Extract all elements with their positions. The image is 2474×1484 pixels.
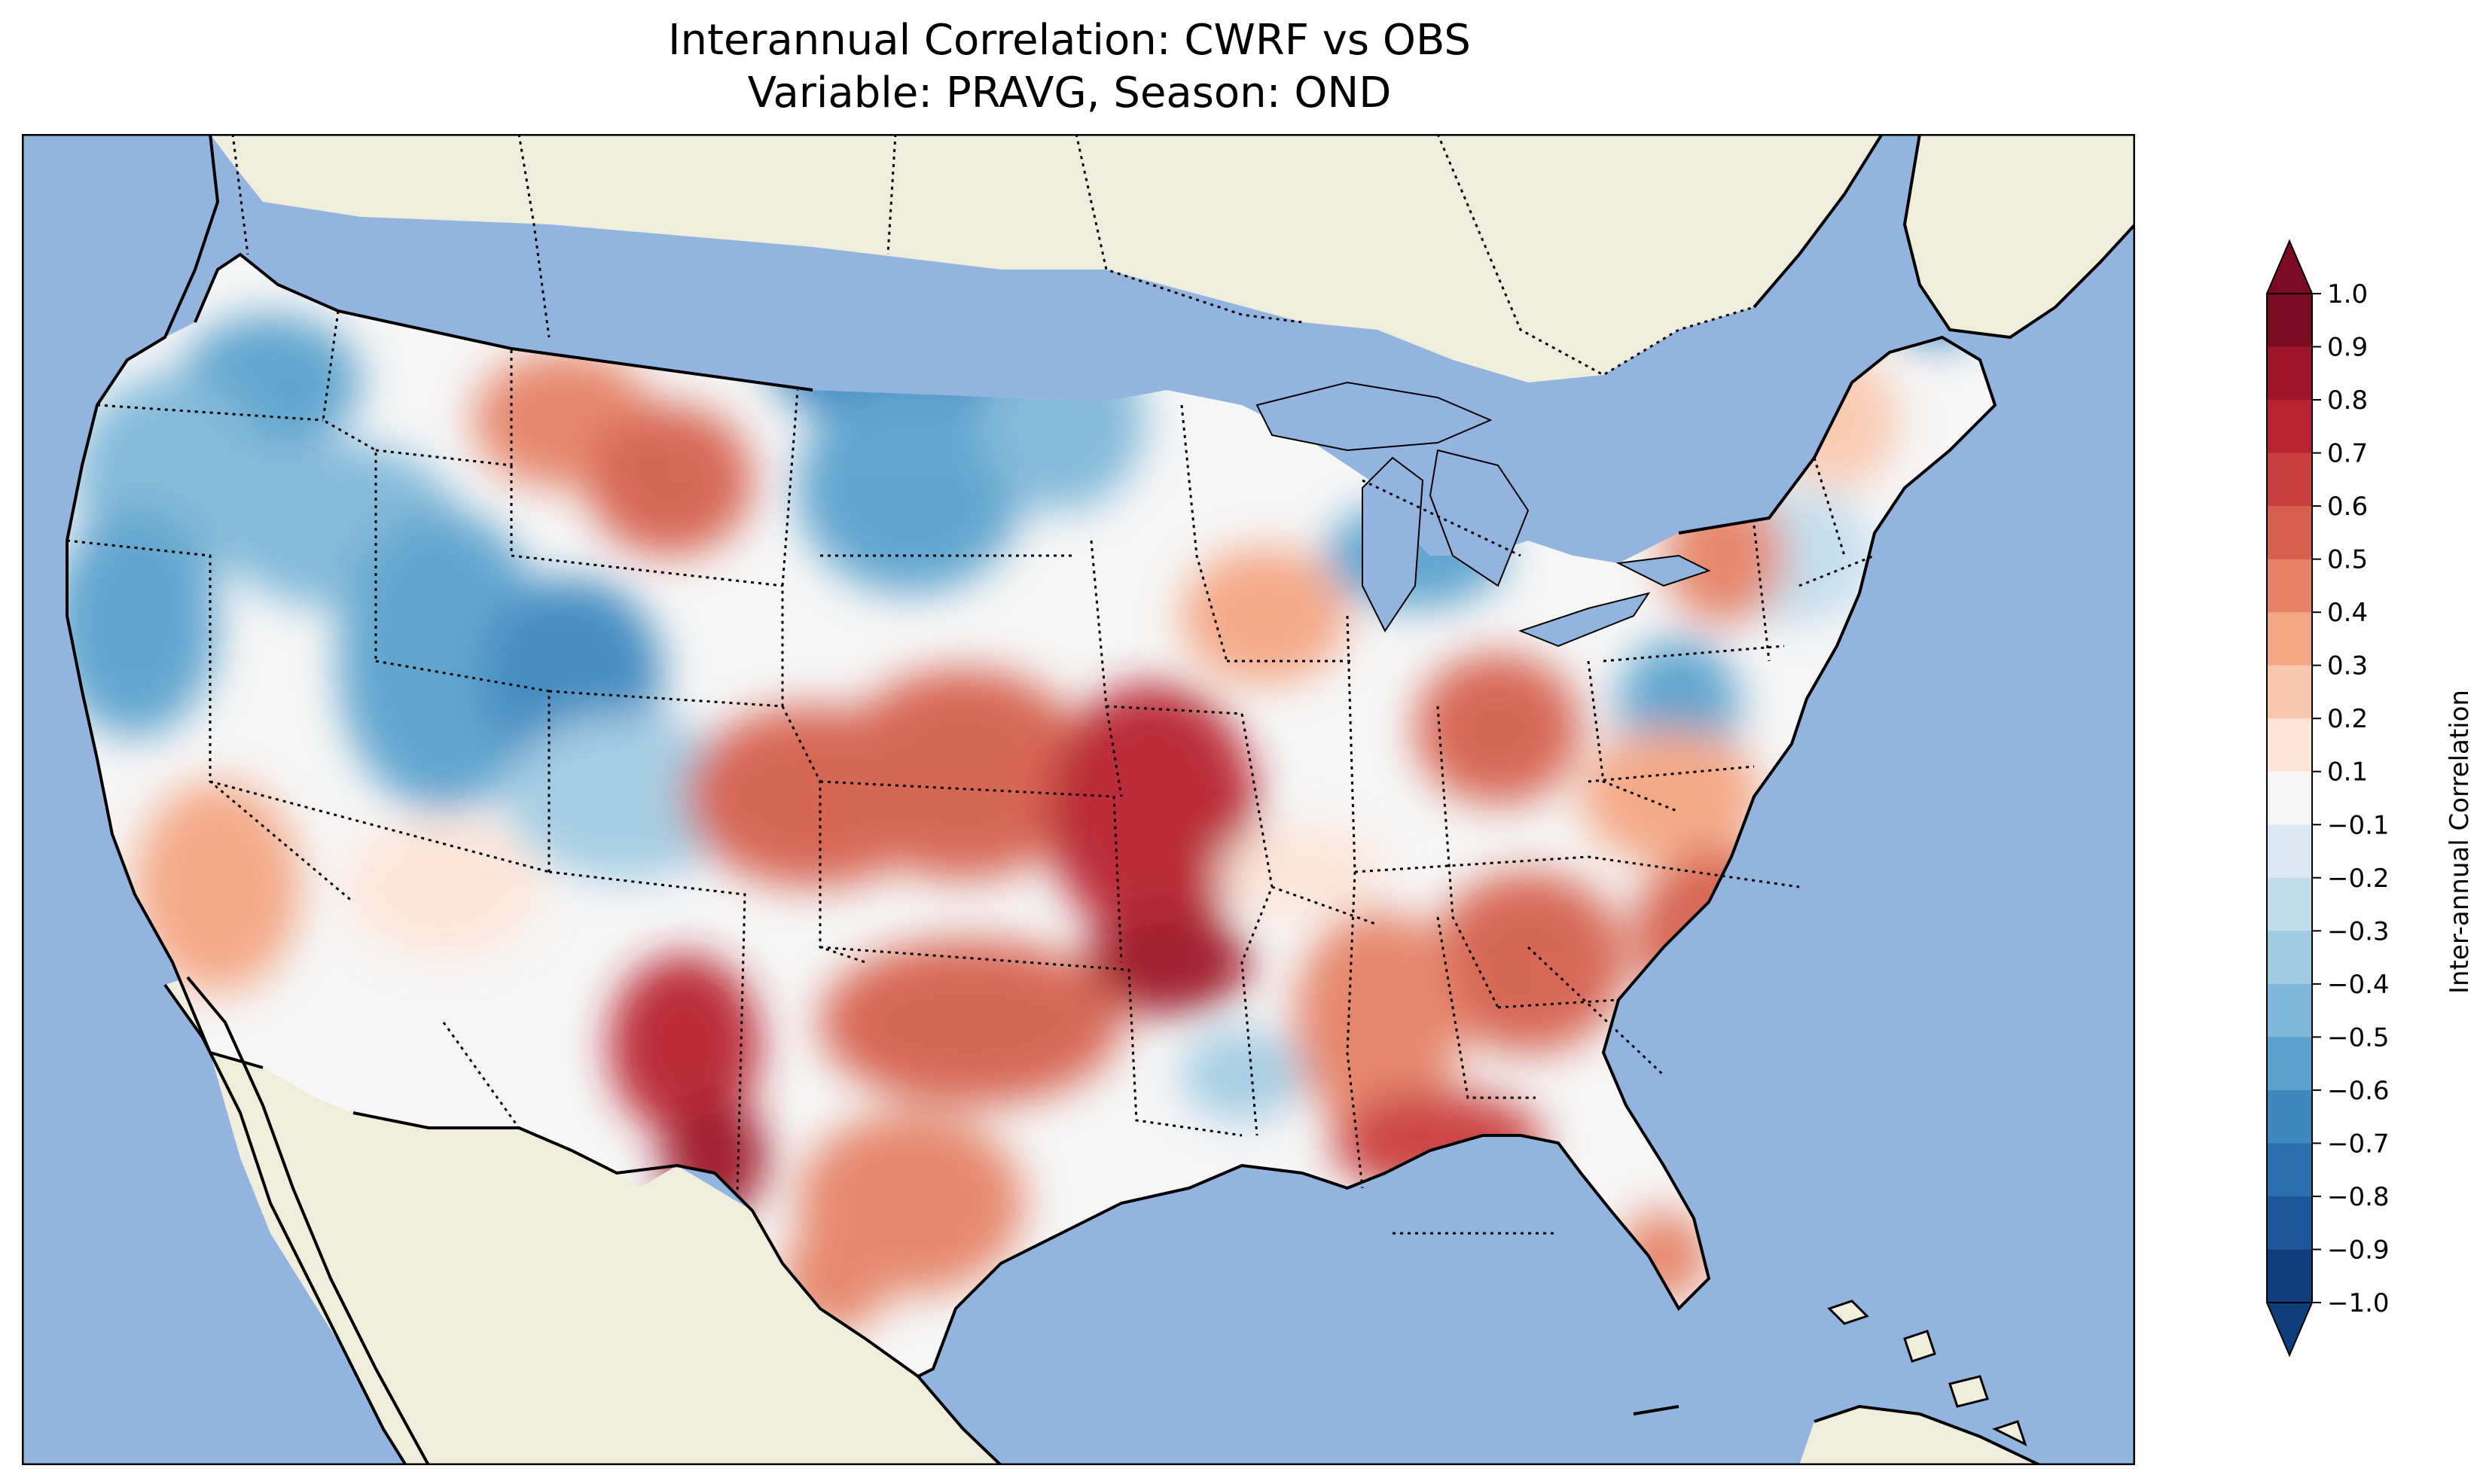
colorbar-tick-label: 0.5 <box>2327 545 2368 575</box>
colorbar-segment <box>2267 453 2312 507</box>
colorbar-tick-label: 0.8 <box>2327 385 2368 416</box>
colorbar-segment <box>2267 877 2312 931</box>
colorbar-segment <box>2267 665 2312 719</box>
chart-title-line-2: Variable: PRAVG, Season: OND <box>747 69 1392 117</box>
colorbar-tick-label: −0.9 <box>2327 1235 2390 1265</box>
great-lakes <box>1255 381 1711 648</box>
colorbar-tick-label: −0.7 <box>2327 1129 2390 1159</box>
colorbar-segment <box>2267 718 2312 772</box>
map-panel <box>22 134 2135 1465</box>
colorbar-segment <box>2267 400 2312 454</box>
colorbar-tick-label: 0.9 <box>2327 333 2368 363</box>
colorbar-segment <box>2267 346 2312 401</box>
colorbar-tick-label: −0.6 <box>2327 1076 2390 1106</box>
colorbar-segment <box>2267 983 2312 1038</box>
colorbar-segment <box>2267 612 2312 666</box>
colorbar-tick-label: 0.7 <box>2327 439 2368 469</box>
colorbar-segment <box>2267 771 2312 825</box>
colorbar-extend-min <box>2265 1302 2314 1358</box>
colorbar-segment <box>2267 506 2312 560</box>
colorbar-segment <box>2267 1249 2312 1303</box>
colorbar-tick-label: −0.5 <box>2327 1022 2390 1053</box>
colorbar-segment <box>2267 1143 2312 1197</box>
colorbar-tick-label: −0.2 <box>2327 864 2390 894</box>
map-border <box>22 134 2135 1465</box>
colorbar-tick-label: 0.1 <box>2327 757 2368 788</box>
colorbar-segment <box>2267 824 2312 879</box>
land-mexico <box>210 1053 1001 1465</box>
land-canada-east <box>1905 134 2135 337</box>
colorbar-tick-label: 0.2 <box>2327 704 2368 734</box>
colorbar-extend-max <box>2265 239 2314 294</box>
chart-title-line-1: Interannual Correlation: CWRF vs OBS <box>668 16 1471 65</box>
colorbar-segment <box>2267 294 2312 348</box>
colorbar-tick-label: −0.3 <box>2327 916 2390 946</box>
colorbar-tick-label: 1.0 <box>2327 279 2368 309</box>
colorbar-tick-label: −0.4 <box>2327 970 2390 1000</box>
land-cuba <box>1799 1406 2040 1465</box>
colorbar-segment <box>2267 559 2312 613</box>
country-borders <box>231 134 1755 557</box>
state-borders <box>66 310 1875 1235</box>
colorbar-segment <box>2267 931 2312 985</box>
land-canada <box>210 134 1882 382</box>
colorbar: 1.0 0.9 0.8 0.7 0.6 0.5 0.4 0.3 0.2 0.1 −0.1 −0.2 −0… <box>2265 239 2390 1358</box>
colorbar-tick-label: 0.3 <box>2327 651 2368 681</box>
colorbar-tick-label: −0.1 <box>2327 810 2390 840</box>
colorbar-tick-label: −1.0 <box>2327 1288 2390 1318</box>
colorbar-segment <box>2267 1089 2312 1144</box>
colorbar-outline <box>2266 293 2313 1303</box>
colorbar-tick-label: 0.6 <box>2327 492 2368 522</box>
colorbar-label: Inter-annual Correlation <box>2445 690 2474 994</box>
colorbar-segment <box>2267 1037 2312 1091</box>
colorbar-tick-label: 0.4 <box>2327 598 2368 628</box>
caribbean-islands <box>1827 1300 2027 1446</box>
colorbar-segment <box>2267 1196 2312 1250</box>
colorbar-tick-label: −0.8 <box>2327 1182 2390 1212</box>
coastlines <box>66 134 2135 1465</box>
